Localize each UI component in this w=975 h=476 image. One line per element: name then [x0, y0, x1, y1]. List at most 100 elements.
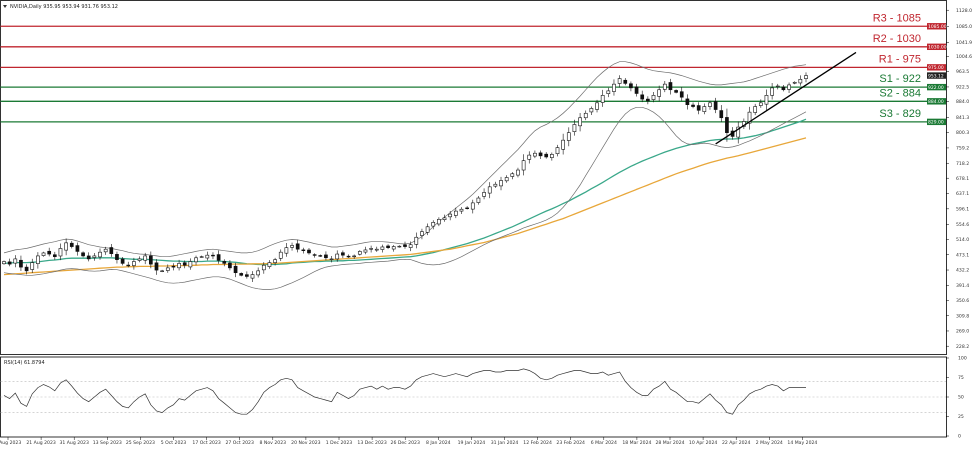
candle [775, 83, 780, 90]
candle-up-body [250, 274, 255, 279]
price-tick-label: 1128.0 [956, 8, 972, 14]
rsi-line [3, 368, 806, 415]
candle [713, 97, 718, 114]
time-tick-label: 8 Nov 2023 [260, 440, 287, 446]
candle [442, 214, 447, 222]
last-price-tag-text: 953.12 [928, 73, 944, 79]
candle-up-body [747, 111, 752, 124]
price-tick-label: 228.2 [956, 344, 969, 350]
level-labels: R3 - 1085 R2 - 1030 R1 - 975 S1 - 922 S2 - 8… [873, 12, 921, 120]
candle [165, 264, 170, 273]
trendline [715, 51, 857, 145]
price-tick-label: 269.0 [956, 329, 969, 335]
price-tick-label: 309.8 [956, 313, 969, 319]
candle [640, 90, 645, 103]
candle [216, 250, 221, 264]
candle [64, 238, 68, 256]
collapse-arrow-icon[interactable] [3, 5, 7, 8]
candle [459, 207, 464, 214]
candle-down-body [465, 207, 469, 209]
candle [781, 85, 786, 92]
candle-up-body [804, 75, 808, 79]
candle [499, 176, 503, 191]
candle-up-body [363, 249, 368, 253]
candle [222, 259, 227, 267]
candle-up-body [437, 219, 441, 225]
candle [386, 244, 390, 250]
candle [595, 99, 599, 113]
price-tick-label: 963.5 [956, 69, 969, 75]
candle [770, 83, 774, 100]
time-tick-label: 18 Mar 2024 [622, 440, 651, 446]
candle [103, 246, 108, 255]
candle [487, 182, 492, 199]
level-price-tag [927, 43, 946, 51]
candle-up-body [329, 258, 334, 261]
candle [516, 167, 520, 178]
rsi-tick-label: 25 [958, 414, 964, 420]
candle [295, 239, 300, 253]
candle-up-body [561, 139, 565, 150]
candle [132, 257, 136, 270]
time-tick-label: 13 Sep 2023 [93, 440, 122, 446]
candle-down-body [403, 244, 407, 247]
candle [307, 247, 311, 255]
candle [69, 240, 74, 249]
candle [448, 210, 453, 221]
candle [329, 256, 334, 263]
candle [92, 253, 97, 261]
level-price-tag-text: 975.00 [928, 65, 944, 71]
candle-down-body [115, 254, 119, 260]
candle-up-body [425, 226, 430, 233]
time-tick-label: 28 Mar 2024 [655, 440, 684, 446]
candle [357, 250, 362, 256]
time-tick-label: 10 Apr 2024 [689, 440, 717, 446]
candle [273, 257, 277, 266]
price-tick-label: 514.0 [956, 237, 969, 243]
level-price-tag-text: 1030.00 [928, 45, 947, 51]
candle [391, 245, 396, 252]
candle-down-body [623, 79, 628, 84]
price-tick-label: 391.4 [956, 283, 969, 289]
candle-up-body [132, 261, 136, 266]
candle [504, 175, 509, 183]
candle-down-body [295, 243, 300, 250]
candle-up-body [708, 102, 712, 107]
candle [764, 89, 769, 111]
candle [578, 113, 582, 132]
price-tick-label: 1004.6 [956, 54, 972, 60]
candle-down-body [544, 153, 549, 158]
price-tick-label: 637.1 [956, 191, 969, 197]
candle [239, 272, 244, 277]
candle [493, 181, 498, 188]
level-label-support: S1 - 922 [879, 73, 921, 85]
price-tick-label: 884.0 [956, 99, 969, 105]
level-price-tag [927, 118, 946, 126]
candle-up-body [408, 244, 413, 248]
candle-up-body [369, 248, 373, 250]
candle [41, 251, 46, 257]
candle [312, 253, 317, 258]
rsi-tick-label: 75 [958, 375, 964, 381]
time-tick-label: 31 Jan 2024 [491, 440, 519, 446]
candle-up-body [374, 248, 379, 251]
time-tick-label: 23 Feb 2024 [556, 440, 585, 446]
rsi-label: RSI(14) 61.8794 [4, 360, 45, 366]
candle [470, 199, 475, 214]
candle-down-body [341, 252, 345, 256]
candle-down-body [228, 262, 232, 269]
symbol-label: NVIDIA,Daily 935.95 953.94 931.76 953.12 [10, 4, 118, 10]
candle [188, 258, 193, 270]
candle-down-body [640, 94, 645, 100]
time-tick-label: 5 Oct 2023 [161, 440, 187, 446]
candle [149, 251, 153, 269]
level-label-support: S3 - 829 [879, 108, 921, 120]
candle-down-body [52, 254, 57, 257]
candle-down-body [719, 110, 724, 119]
candle [30, 258, 35, 273]
candle-up-body [357, 251, 362, 255]
candle [7, 258, 12, 267]
candle [747, 106, 752, 130]
candle-down-body [301, 249, 306, 251]
candle [708, 100, 712, 110]
